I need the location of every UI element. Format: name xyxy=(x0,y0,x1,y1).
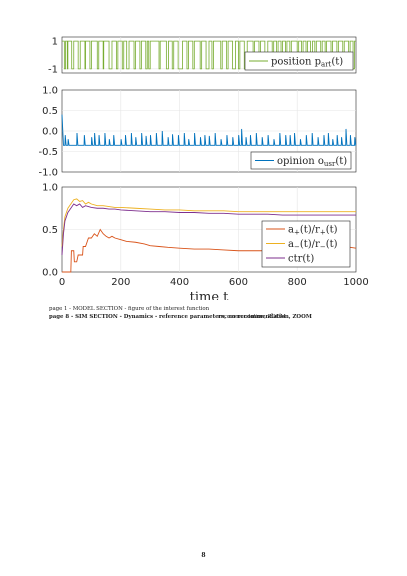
figure: 1 -1 position part(t) 1.0 0.5 0.0 -0.5 -1.0 o… xyxy=(38,37,369,301)
caption-line-2: page 8 - SIM SECTION - Dynamics - refere… xyxy=(49,314,312,320)
x-tick-label: 600 xyxy=(229,277,248,288)
legend-aminus-label: a−(t)/r−(t) xyxy=(288,239,338,251)
y-tick-label: -0.5 xyxy=(38,147,58,158)
y-tick-label: 1.0 xyxy=(42,183,58,194)
y-tick-label: 1 xyxy=(52,37,58,48)
x-tick-label: 400 xyxy=(170,277,189,288)
x-axis-label: time t xyxy=(190,290,230,300)
x-tick-label: 0 xyxy=(59,277,65,288)
legend-position-box xyxy=(244,51,354,71)
panel-ratios: 1.0 0.5 0.0 0 200 400 600 800 1000 a+(t)/r+(t) … xyxy=(42,183,369,301)
legend-opinion: opinion ousr(t) xyxy=(250,151,352,170)
legend-position-label: position part(t) xyxy=(271,57,343,69)
x-tick-label: 200 xyxy=(111,277,130,288)
panel-ratios-yticks: 1.0 0.5 0.0 xyxy=(42,183,58,279)
legend-opinion-box xyxy=(250,151,352,170)
y-tick-label: 0.0 xyxy=(42,127,58,138)
y-tick-label: -1 xyxy=(48,64,58,75)
panel-opinion-grid xyxy=(62,90,356,172)
legend-ctr-label: ctr(t) xyxy=(288,254,314,265)
y-tick-label: 1.0 xyxy=(42,86,58,97)
caption-line-2-overlap: recommendation, ZOOM xyxy=(218,314,286,320)
legend-position: position part(t) xyxy=(244,51,354,71)
caption-line-1: page 1 - MODEL SECTION - figure of the i… xyxy=(49,306,210,312)
panel-position: 1 -1 position part(t) xyxy=(48,37,357,76)
legend-aplus-label: a+(t)/r+(t) xyxy=(288,225,338,237)
panel-opinion: 1.0 0.5 0.0 -0.5 -1.0 opinion ousr(t) xyxy=(38,86,357,179)
panel-position-yticks: 1 -1 xyxy=(48,37,58,76)
page-number: 8 xyxy=(201,552,206,559)
x-tick-label: 1000 xyxy=(343,277,368,288)
panel-ratios-xticks: 0 200 400 600 800 1000 xyxy=(59,277,369,288)
aminus-series-line xyxy=(61,198,356,247)
legend-ratios: a+(t)/r+(t) a−(t)/r−(t) ctr(t) xyxy=(261,220,351,268)
x-tick-label: 800 xyxy=(288,277,307,288)
legend-opinion-label: opinion ousr(t) xyxy=(277,156,347,168)
opinion-series-line xyxy=(61,114,357,146)
y-tick-label: -1.0 xyxy=(38,168,58,179)
y-tick-label: 0.5 xyxy=(42,225,58,236)
ctr-series-line xyxy=(61,203,356,256)
panel-opinion-yticks: 1.0 0.5 0.0 -0.5 -1.0 xyxy=(38,86,58,179)
y-tick-label: 0.0 xyxy=(42,268,58,279)
y-tick-label: 0.5 xyxy=(42,106,58,117)
